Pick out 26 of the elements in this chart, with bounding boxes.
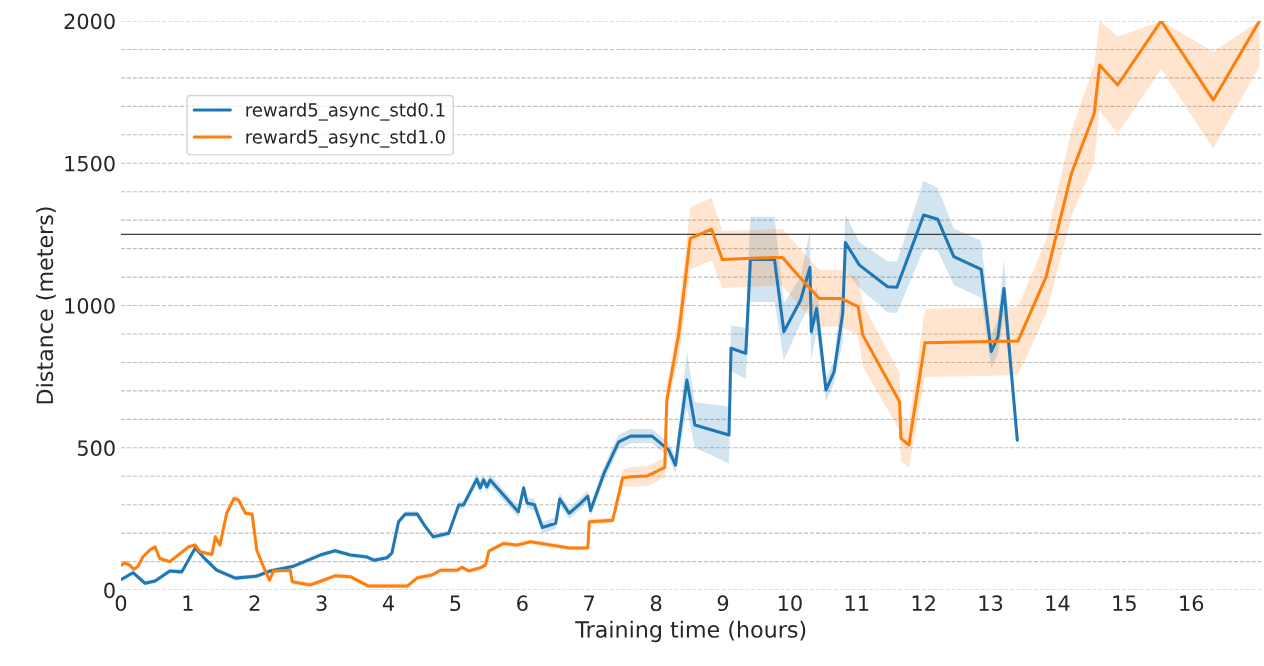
y-tick-label: 1000 (65, 297, 115, 314)
y-tick-label: 500 (77, 440, 115, 457)
x-tick-label: 3 (316, 595, 327, 612)
x-tick-label: 5 (450, 595, 461, 612)
x-tick-label: 8 (650, 595, 662, 612)
x-tick-label: 1 (183, 595, 193, 611)
x-tick-label: 9 (717, 595, 729, 612)
y-axis-title: Distance (meters) (36, 207, 56, 404)
legend-label: reward5_async_std0.1 (246, 102, 445, 121)
x-tick-label: 14 (1046, 595, 1070, 611)
legend-label: reward5_async_std1.0 (246, 129, 445, 148)
x-axis-title: Training time (hours) (575, 620, 806, 643)
x-tick-label: 0 (115, 595, 127, 612)
x-tick-label: 11 (845, 595, 869, 611)
x-tick-label: 16 (1180, 595, 1204, 612)
x-tick-label: 6 (517, 595, 528, 612)
y-tick-label: 2000 (64, 13, 115, 30)
x-tick-label: 15 (1113, 595, 1136, 612)
x-tick-label: 2 (249, 595, 260, 611)
y-tick-label: 1500 (65, 155, 115, 172)
x-tick-label: 13 (979, 595, 1003, 612)
x-tick-label: 4 (382, 595, 394, 611)
x-tick-label: 7 (584, 595, 595, 611)
x-tick-label: 12 (912, 595, 935, 611)
x-tick-label: 10 (778, 595, 802, 612)
y-tick-label: 0 (104, 582, 115, 599)
